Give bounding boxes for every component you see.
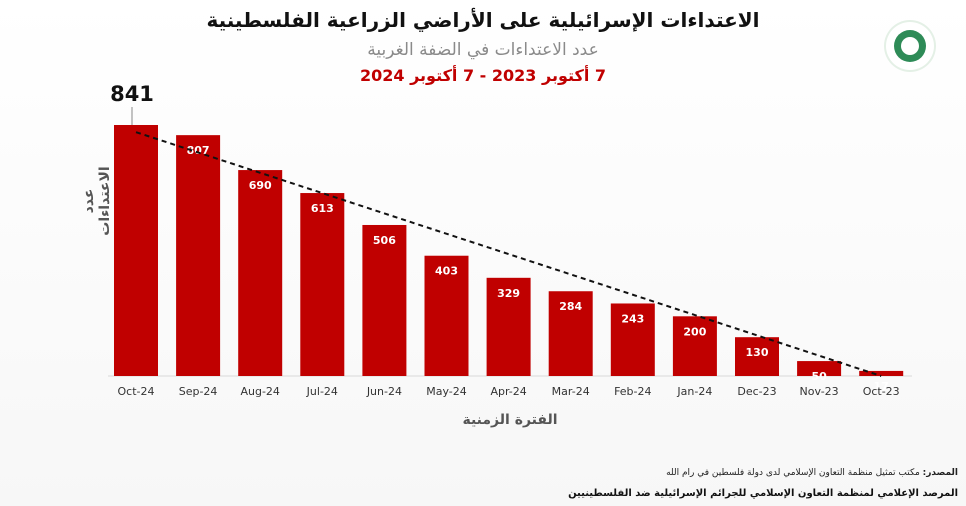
data-label: 17 [874, 380, 889, 393]
bar [424, 255, 469, 376]
data-label: 130 [746, 346, 769, 359]
logo-core [901, 37, 919, 55]
data-label: 284 [559, 300, 582, 313]
date-range: 7 أكتوبر 2023 - 7 أكتوبر 2024 [359, 66, 607, 85]
data-label: 613 [311, 202, 334, 215]
bar [610, 303, 655, 376]
bar [797, 361, 842, 376]
data-label: 329 [497, 287, 520, 300]
source-note: المصدر: مكتب تمثيل منظمة التعاون الإسلام… [666, 468, 958, 478]
data-label: 243 [621, 312, 644, 325]
x-tick-label: Oct-24 [118, 385, 155, 398]
bar [859, 370, 904, 376]
bar [176, 135, 221, 376]
x-tick-label: Nov-23 [800, 385, 839, 398]
bar [114, 125, 158, 376]
x-tick-label: Dec-23 [737, 385, 776, 398]
x-tick-label: Jan-24 [676, 385, 712, 398]
bar [735, 337, 779, 376]
x-tick-label: Oct-23 [863, 385, 900, 398]
bar [672, 316, 717, 376]
source-text: مكتب تمثيل منظمة التعاون الإسلامي لدى دو… [666, 468, 920, 478]
bar [486, 277, 531, 376]
x-tick-label: Jul-24 [306, 385, 338, 398]
x-tick-label: Jun-24 [366, 385, 402, 398]
x-tick-label: Aug-24 [240, 385, 279, 398]
x-tick-label: May-24 [426, 385, 467, 398]
data-label: 50 [811, 370, 827, 383]
data-label: 690 [249, 179, 272, 192]
bar [300, 193, 345, 376]
oic-logo-icon [886, 22, 934, 70]
bar [238, 170, 283, 376]
x-axis-label: الفترة الزمنية [462, 412, 558, 428]
bar [362, 224, 407, 376]
data-label: 200 [683, 325, 706, 338]
data-label: 506 [373, 234, 396, 247]
organization-credit: المرصد الإعلامي لمنظمة التعاون الإسلامي … [568, 488, 958, 499]
data-label: 403 [435, 265, 458, 278]
data-label: 841 [110, 82, 154, 106]
chart-subtitle: عدد الاعتداءات في الضفة الغربية [367, 40, 599, 60]
data-label: 807 [187, 144, 210, 157]
x-tick-label: Feb-24 [614, 385, 651, 398]
bar [548, 291, 593, 376]
source-label: المصدر: [922, 468, 958, 478]
x-tick-label: Sep-24 [179, 385, 218, 398]
y-axis-label: عدد الاعتداءات [81, 166, 113, 236]
x-tick-label: Apr-24 [490, 385, 526, 398]
x-tick-label: Mar-24 [552, 385, 590, 398]
chart-title: الاعتداءات الإسرائيلية على الأراضي الزرا… [206, 8, 760, 32]
trendline [135, 131, 882, 377]
